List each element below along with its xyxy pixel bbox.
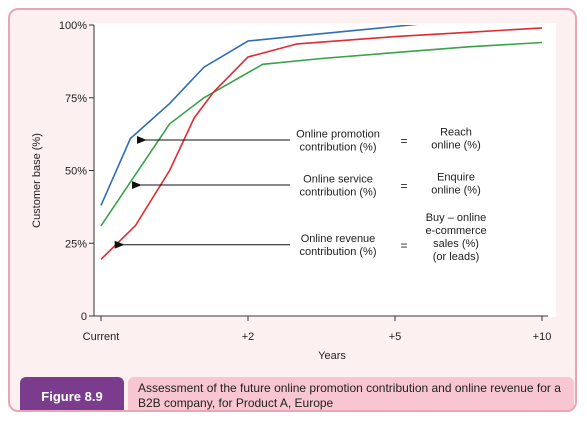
x-axis-title: Years (318, 350, 346, 362)
y-tick-label: 50% (65, 166, 87, 178)
annotation-label: Online service (303, 174, 373, 186)
y-tick-label: 100% (59, 20, 87, 32)
line-chart: 0 25% 50% 75% 100% Current +2 +5 +10 Years Custome… (31, 20, 556, 362)
series-line-revenue (100, 27, 543, 260)
annotation-label-box (286, 170, 390, 201)
series-line-promotion (100, 25, 419, 206)
annotation-label: Online revenue (301, 233, 376, 245)
annotation-equals: = (400, 134, 407, 148)
y-tick-label: 75% (65, 93, 87, 105)
annotation-result-box (414, 168, 498, 199)
figure-frame: 0 25% 50% 75% 100% Current +2 +5 +10 Years Custome… (8, 8, 577, 412)
annotation-label: contribution (%) (299, 246, 376, 258)
annotation-equals: = (400, 179, 407, 193)
annotation-result: Reach (440, 126, 472, 138)
annotation-result: sales (%) (433, 238, 479, 250)
figure-label: Figure 8.9 (20, 377, 124, 410)
x-tick-label: Current (83, 331, 120, 343)
annotation-result: online (%) (431, 139, 481, 151)
x-tick-label: +2 (242, 331, 255, 343)
x-tick-label: +10 (533, 331, 552, 343)
caption-row: Figure 8.9 Assessment of the future onli… (20, 377, 574, 410)
annotation-label: Online promotion (296, 128, 380, 140)
series-line-service (100, 41, 543, 227)
annotation-result-box (414, 122, 498, 153)
annotation-label: contribution (%) (299, 187, 376, 199)
figure-caption: Assessment of the future online promotio… (128, 377, 574, 410)
annotation-label: contribution (%) (299, 141, 376, 153)
annotation-label-box (286, 124, 390, 155)
annotation-result-box (414, 214, 498, 271)
annotation-result: Enquire (437, 172, 475, 184)
annotation-result: (or leads) (433, 251, 479, 263)
annotation-result: e-commerce (425, 225, 486, 237)
y-tick-label: 0 (81, 311, 87, 323)
x-tick-label: +5 (389, 331, 402, 343)
y-tick-label: 25% (65, 238, 87, 250)
annotation-result: online (%) (431, 185, 481, 197)
annotation-label-box (286, 229, 390, 260)
annotation-result: Buy – online (426, 212, 487, 224)
annotation-equals: = (400, 239, 407, 253)
y-axis-title: Customer base (%) (31, 133, 43, 228)
